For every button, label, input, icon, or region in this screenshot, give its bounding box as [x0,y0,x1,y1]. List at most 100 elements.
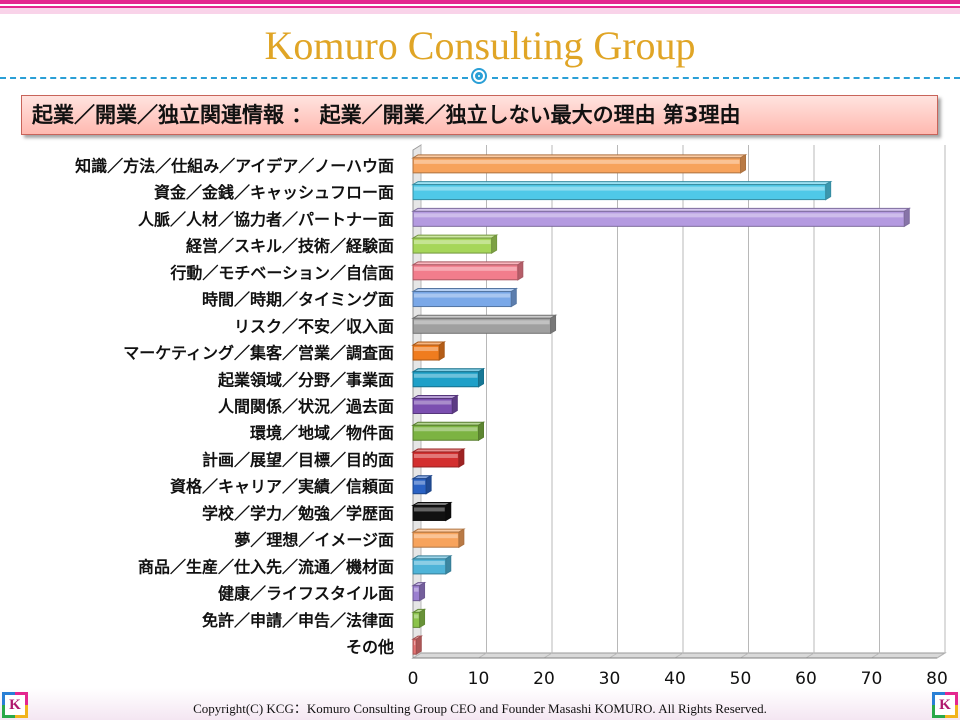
gridline-floor [871,652,880,659]
bar-side [458,528,465,549]
x-tick-label: 10 [468,669,490,688]
slide-subtitle: 起業／開業／独立関連情報 ： 起業／開業／独立しない最大の理由 第3理由 [21,95,938,135]
bar [412,184,827,201]
gridline-floor [936,652,946,659]
bar [412,210,905,227]
top-decorative-band [0,0,960,14]
brand-title: Komuro Consulting Group [264,23,696,68]
x-tick-label: 70 [861,669,883,688]
bar-highlight [414,347,439,352]
footer-band [0,688,960,720]
bar-highlight [414,587,419,592]
bar [412,371,479,388]
bar-highlight [414,240,491,245]
plot-area [413,145,945,658]
category-label: 環境／地域／物件面 [250,424,394,443]
category-label: マーケティング／集客／営業／調査面 [123,344,394,363]
bar [412,264,519,281]
category-label: 経営／スキル／技術／経験面 [186,237,394,256]
bar-highlight [414,320,550,325]
bar-chart: 知識／方法／仕組み／アイデア／ノーハウ面資金／金銭／キャッシュフロー面人脈／人材… [75,144,948,688]
category-label: 行動／モチベーション／自信面 [169,263,394,282]
divider-left [0,77,468,79]
bar-side [458,448,465,468]
bar-side [517,260,524,281]
bar [412,585,421,602]
bar [412,157,741,174]
x-tick-label: 30 [599,669,621,688]
bar-highlight [414,373,478,378]
bar-highlight [414,614,419,619]
category-label: リスク／不安／収入面 [234,317,394,336]
bar-side [438,341,445,361]
bar-highlight [414,560,445,565]
bar-highlight [414,480,426,485]
divider-ornament [473,70,485,82]
bar [412,398,453,414]
bar-side [550,314,557,335]
category-label: 起業領域／分野／事業面 [217,370,394,389]
category-label: 資格／キャリア／実績／信頼面 [170,477,394,496]
category-label: 学校／学力／勉強／学歴面 [202,504,394,523]
x-tick-label: 40 [664,669,686,688]
gridline-floor [740,652,749,659]
bar-side [491,234,498,254]
gridline-floor [412,652,422,659]
bar-highlight [414,186,825,191]
bar [412,291,512,308]
bar-highlight [414,266,517,271]
bar-side [419,608,426,629]
bar [412,531,460,548]
bar-side [451,394,458,415]
x-tick-label: 80 [926,669,948,688]
kcg-logo-left-icon: K [2,692,28,718]
category-label: 免許／申請／申告／法律面 [202,611,394,630]
bar-highlight [414,453,458,458]
kcg-logo-right-icon: K [932,692,958,718]
gridline-floor [805,652,815,659]
x-tick-label: 20 [533,669,555,688]
category-label: 時間／時期／タイミング面 [202,290,394,309]
gridline-floor [543,652,553,659]
bar-side [478,367,484,388]
bar [412,478,427,495]
bar-side [903,207,910,228]
bar-highlight [414,213,904,218]
x-tick-label: 60 [795,669,817,688]
bar [412,451,460,468]
category-label: 健康／ライフスタイル面 [218,584,394,603]
category-label: 資金／金銭／キャッシュフロー面 [154,183,394,202]
bar [412,638,417,655]
bar-side [510,287,517,308]
bar-side [445,555,452,575]
category-label: 人脈／人材／協力者／パートナー面 [138,210,394,229]
x-tick-label: 0 [408,669,419,688]
category-label: 計画／展望／目標／目的面 [202,450,394,469]
category-label: 知識／方法／仕組み／アイデア／ノーハウ面 [75,156,394,175]
gridline-floor [609,652,618,659]
bar-highlight [414,641,416,646]
bar [412,558,447,575]
category-label: 商品／生産／仕入先／流通／機材面 [138,557,394,576]
bar-side [740,153,746,174]
bar-highlight [414,293,511,298]
bar-highlight [414,159,740,164]
bar [412,237,493,254]
category-label: 人間関係／状況／過去面 [218,397,394,416]
x-tick-label: 50 [730,669,752,688]
bar-side [445,501,452,522]
bar-highlight [414,507,445,512]
bar [412,344,440,361]
gridline-floor [674,652,684,659]
bar [412,424,479,441]
bar-highlight [414,534,458,539]
bar-highlight [414,400,452,405]
bar-side [419,581,426,602]
bar-side [425,474,432,495]
gridline-floor [478,652,487,659]
bar [412,504,447,521]
bar-highlight [414,427,478,432]
bar-side [478,421,484,442]
bar [412,611,421,628]
category-label: その他 [346,638,394,657]
